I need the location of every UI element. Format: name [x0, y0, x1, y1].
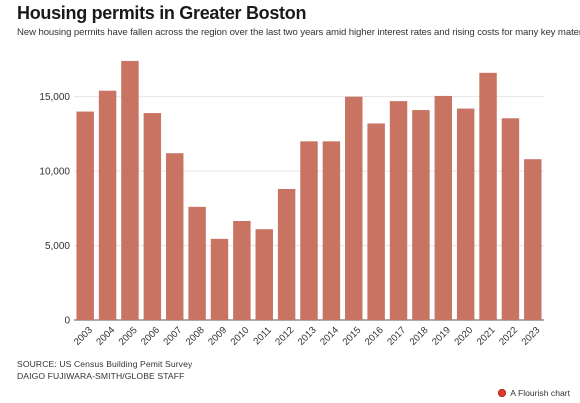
x-tick-label: 2014 — [318, 324, 341, 347]
y-tick-label: 5,000 — [45, 241, 70, 252]
bar-2006[interactable] — [143, 113, 162, 320]
x-tick-label: 2023 — [520, 325, 543, 348]
source-line: SOURCE: US Census Building Pemit Survey — [17, 359, 193, 369]
bar-2016[interactable] — [367, 123, 385, 320]
flourish-label: A Flourish chart — [510, 388, 570, 398]
y-tick-label: 0 — [64, 316, 70, 327]
bar-2009[interactable] — [210, 238, 229, 320]
x-tick-label: 2008 — [184, 325, 207, 348]
bar-2007[interactable] — [165, 153, 184, 320]
x-tick-label: 2019 — [430, 325, 453, 348]
bar-2004[interactable] — [98, 90, 117, 321]
bar-2017[interactable] — [389, 101, 408, 320]
x-tick-label: 2004 — [94, 324, 117, 347]
x-axis: 2003 2004 2005 2006 2007 2008 2009 2010 2011 2012… — [72, 324, 542, 347]
bar-2019[interactable] — [434, 95, 453, 320]
y-axis: 0 5,000 10,000 15,000 — [39, 92, 70, 326]
bar-2015[interactable] — [345, 96, 363, 320]
bar-2012[interactable] — [277, 188, 296, 320]
x-tick-label: 2003 — [72, 325, 95, 348]
bar-2010[interactable] — [233, 220, 251, 320]
y-tick-label: 10,000 — [39, 167, 70, 178]
bar-2023[interactable] — [524, 159, 542, 320]
x-tick-label: 2021 — [475, 325, 498, 348]
x-tick-label: 2006 — [139, 325, 162, 348]
flourish-logo-icon — [498, 389, 507, 397]
x-tick-label: 2005 — [117, 325, 140, 348]
bar-2005[interactable] — [121, 60, 139, 321]
bar-2013[interactable] — [300, 141, 318, 320]
credit-line: DAIGO FUJIWARA-SMITH/GLOBE STAFF — [17, 371, 185, 381]
x-tick-label: 2011 — [252, 325, 274, 347]
x-tick-label: 2010 — [229, 325, 252, 348]
x-tick-label: 2009 — [206, 325, 229, 348]
flourish-credit-link[interactable]: A Flourish chart — [498, 388, 570, 398]
bar-2003[interactable] — [76, 111, 94, 320]
bar-2022[interactable] — [501, 118, 520, 320]
bar-2011[interactable] — [255, 229, 273, 320]
x-tick-label: 2018 — [408, 325, 431, 348]
source-note: SOURCE: US Census Building Pemit Survey … — [17, 358, 192, 382]
chart-subtitle: New housing permits have fallen across t… — [17, 27, 580, 38]
x-tick-label: 2013 — [296, 325, 319, 348]
bar-2021[interactable] — [479, 72, 497, 320]
bar-2014[interactable] — [322, 141, 341, 320]
y-tick-label: 15,000 — [39, 92, 70, 103]
bars — [76, 60, 542, 321]
x-tick-label: 2007 — [161, 325, 184, 348]
bar-2018[interactable] — [412, 110, 430, 320]
x-tick-label: 2012 — [273, 325, 296, 348]
x-tick-label: 2022 — [497, 325, 520, 348]
bar-2008[interactable] — [188, 206, 206, 320]
x-tick-label: 2016 — [363, 325, 386, 348]
x-tick-label: 2017 — [385, 325, 408, 348]
x-tick-label: 2015 — [341, 325, 364, 348]
x-tick-label: 2020 — [452, 325, 475, 348]
chart-title: Housing permits in Greater Boston — [17, 3, 307, 23]
bar-2020[interactable] — [456, 108, 475, 320]
